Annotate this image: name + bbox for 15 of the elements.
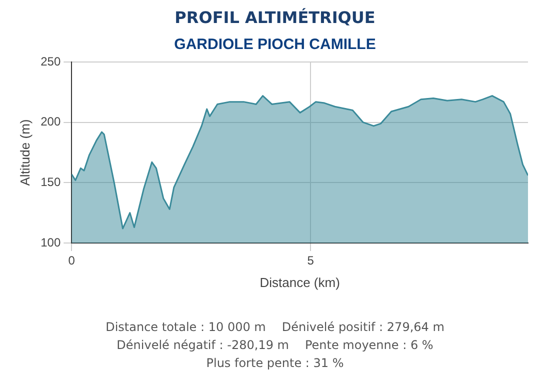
text: Pente moyenne : 6 % — [304, 337, 434, 354]
chart-subtitle: GARDIOLE PIOCH CAMILLE — [173, 36, 377, 53]
x-axis-title: Distance (km) — [260, 274, 340, 290]
y-tick-label: 150 — [40, 174, 61, 189]
text: Plus forte pente : 31 % — [206, 355, 344, 372]
chart-title: PROFIL ALTIMÉTRIQUE — [174, 8, 376, 27]
text: Distance totale : 10 000 m — [106, 319, 266, 336]
x-tick-label: 5 — [307, 254, 314, 268]
text: Dénivelé positif : 279,64 m — [282, 319, 444, 336]
text: Dénivelé négatif : -280,19 m — [116, 337, 289, 354]
y-tick-label: 250 — [40, 54, 61, 68]
y-tick-label: 100 — [40, 235, 61, 250]
y-axis-title: Altitude (m) — [17, 119, 32, 186]
y-tick-label: 200 — [40, 114, 61, 129]
x-tick-label: 0 — [68, 254, 76, 268]
